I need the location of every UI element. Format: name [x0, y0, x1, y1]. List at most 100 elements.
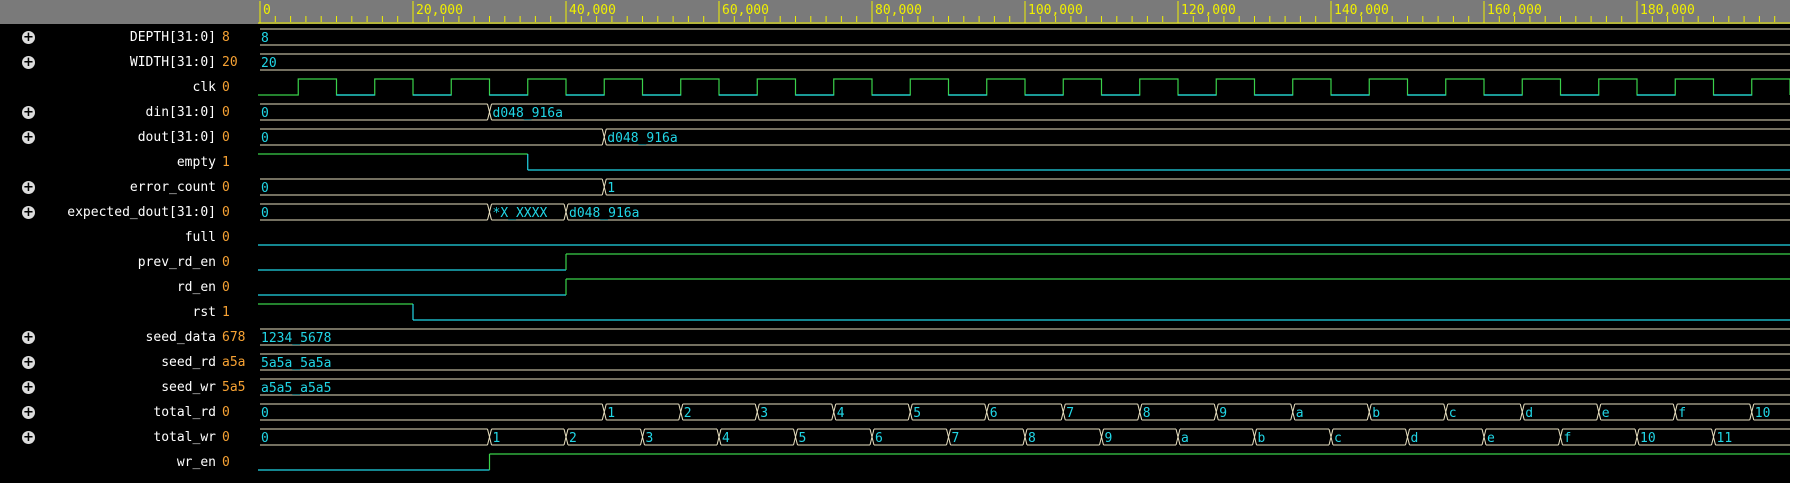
bus-transition	[601, 403, 607, 421]
signal-name: WIDTH[31:0]	[129, 55, 216, 70]
signal-row[interactable]: + seed_wr 5a5	[0, 375, 258, 400]
bus-value-label: 5	[913, 406, 921, 421]
bus-value-label: 2	[569, 431, 577, 446]
waveform-trace[interactable]	[258, 303, 1790, 321]
bus-transition	[1366, 403, 1372, 421]
signal-row[interactable]: + error_count 0	[0, 175, 258, 200]
expand-plus-icon[interactable]: +	[22, 430, 35, 445]
waveform-trace[interactable]: 0 d048_916a	[260, 128, 1790, 146]
waveform-trace[interactable]: 5a5a_5a5a	[260, 353, 1790, 371]
bus-transition	[601, 128, 607, 146]
time-ruler[interactable]: 0 20,000 40,000 60,000 80,000 100,000 120,000 1…	[258, 0, 1790, 24]
bus-transition	[907, 403, 913, 421]
ruler-tick-label: 180,000	[1640, 3, 1695, 18]
bus-value-label: 7	[1066, 406, 1074, 421]
signal-row[interactable]: + WIDTH[31:0] 20	[0, 50, 258, 75]
expand-plus-icon[interactable]: +	[22, 105, 35, 120]
bus-transition	[1213, 403, 1219, 421]
waveform-trace[interactable]: a5a5_a5a5	[260, 378, 1790, 396]
signal-cursor-value: 0	[222, 280, 230, 295]
waveform-trace[interactable]: 8	[260, 28, 1790, 46]
bus-transition	[1099, 428, 1104, 446]
bus-value-label: d048_916a	[569, 206, 639, 221]
bus-transition	[793, 428, 798, 446]
bus-value-label: d	[1411, 431, 1419, 446]
bus-transition	[869, 428, 875, 446]
bus-transition	[1022, 428, 1028, 446]
bus-transition	[831, 403, 837, 421]
expand-plus-icon[interactable]: +	[22, 55, 35, 70]
bus-transition	[487, 103, 492, 121]
signal-row[interactable]: + total_rd 0	[0, 400, 258, 425]
bus-transition	[1137, 403, 1143, 421]
bus-value-label: 0	[261, 406, 269, 421]
bus-value-label: a	[1296, 406, 1304, 421]
expand-plus-icon[interactable]: +	[22, 380, 35, 395]
bus-value-label: f	[1564, 431, 1572, 446]
signal-row[interactable]: full 0	[0, 225, 258, 250]
signal-row[interactable]: rd_en 0	[0, 275, 258, 300]
waveform-trace[interactable]: 0 d048_916a	[260, 103, 1790, 121]
expand-plus-icon[interactable]: +	[22, 180, 35, 195]
signal-row[interactable]: rst 1	[0, 300, 258, 325]
signal-row[interactable]: + seed_rd a5a	[0, 350, 258, 375]
waveform-trace[interactable]: 0 *X_XXXX d048_916a	[260, 203, 1790, 221]
bus-transition	[1290, 403, 1296, 421]
expand-plus-icon[interactable]: +	[22, 130, 35, 145]
waveform-trace[interactable]	[258, 278, 1790, 296]
signal-cursor-value: 0	[222, 105, 230, 120]
signal-row[interactable]: clk 0	[0, 75, 258, 100]
waveform-trace[interactable]	[258, 153, 1790, 171]
bus-transition	[678, 403, 684, 421]
bus-value-label: 10	[1755, 406, 1771, 421]
bus-transition	[1405, 428, 1410, 446]
signal-row[interactable]: + seed_data 678	[0, 325, 258, 350]
expand-plus-icon[interactable]: +	[22, 355, 35, 370]
bus-value-label: 8	[1143, 406, 1151, 421]
waveform-trace[interactable]	[258, 78, 1790, 96]
bus-value-label: 1234_5678	[261, 331, 331, 346]
bus-transition	[716, 428, 722, 446]
signal-name: prev_rd_en	[137, 255, 216, 270]
waveform-trace[interactable]: 20	[260, 53, 1790, 71]
bus-value-label: f	[1678, 406, 1686, 421]
bus-transition	[1175, 428, 1181, 446]
signal-cursor-value: 0	[222, 230, 230, 245]
waveform-trace[interactable]: 0 1 2 3 4 5 6 7 8 9 a b c d e f 10	[260, 403, 1790, 421]
signal-name: empty	[176, 155, 216, 170]
signal-row[interactable]: + expected_dout[31:0] 0	[0, 200, 258, 225]
ruler-ticks	[258, 1, 1790, 24]
bus-value-label: b	[1258, 431, 1266, 446]
bus-value-label: 7	[952, 431, 960, 446]
waveform-trace[interactable]	[258, 453, 1790, 471]
waveform-pane[interactable]: 8 20 0 d048_916a 0 d048_916a 0 1 0 *X_XXXX d048_91…	[258, 25, 1790, 483]
signal-cursor-value: 678	[222, 330, 246, 345]
signal-cursor-value: 0	[222, 455, 230, 470]
bus-transition	[1711, 428, 1716, 446]
signal-row[interactable]: + din[31:0] 0	[0, 100, 258, 125]
signal-row[interactable]: + DEPTH[31:0] 8	[0, 25, 258, 50]
bus-value-label: b	[1372, 406, 1380, 421]
signal-row[interactable]: empty 1	[0, 150, 258, 175]
signal-list: + DEPTH[31:0] 8 + WIDTH[31:0] 20 clk 0 + din[31:0…	[0, 25, 258, 483]
signal-row[interactable]: wr_en 0	[0, 450, 258, 475]
waveform-trace[interactable]: 0 1 2 3 4 5 6 7 8 9 a b c d e f 10 11	[260, 428, 1790, 446]
expand-plus-icon[interactable]: +	[22, 330, 35, 345]
signal-cursor-value: 0	[222, 130, 230, 145]
signal-row[interactable]: + dout[31:0] 0	[0, 125, 258, 150]
bus-value-label: e	[1487, 431, 1495, 446]
bus-transition	[1481, 428, 1487, 446]
signal-row[interactable]: + total_wr 0	[0, 425, 258, 450]
expand-plus-icon[interactable]: +	[22, 205, 35, 220]
bus-value-label: c	[1334, 431, 1342, 446]
waveform-trace[interactable]: 1234_5678	[260, 328, 1790, 346]
signal-row[interactable]: prev_rd_en 0	[0, 250, 258, 275]
waveform-trace[interactable]	[258, 253, 1790, 271]
signal-cursor-value: 0	[222, 405, 230, 420]
signal-name: seed_wr	[161, 380, 216, 395]
expand-plus-icon[interactable]: +	[22, 405, 35, 420]
expand-plus-icon[interactable]: +	[22, 30, 35, 45]
signal-name: wr_en	[176, 455, 216, 470]
